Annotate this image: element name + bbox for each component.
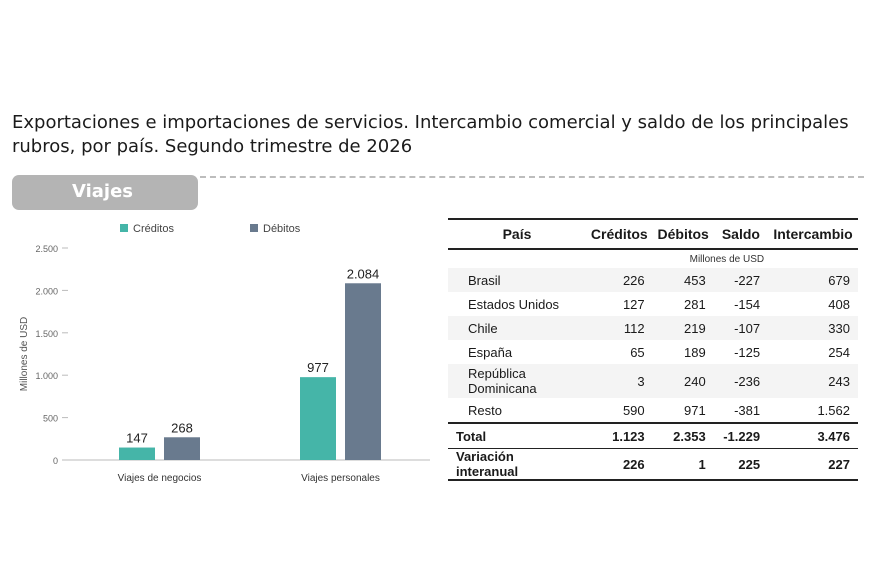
bar xyxy=(119,447,155,460)
cell-saldo: -125 xyxy=(734,344,761,360)
data-label: 977 xyxy=(307,360,329,375)
y-tick-label: 1.000 xyxy=(35,371,58,381)
dashed-divider xyxy=(200,176,864,178)
page-title: Exportaciones e importaciones de servici… xyxy=(12,112,849,157)
header-pais: País xyxy=(448,218,586,250)
cell-creditos: 1.123 xyxy=(586,422,653,449)
cell-pais: Chile xyxy=(448,316,586,340)
cell-pais: Estados Unidos xyxy=(468,296,560,312)
legend-swatch xyxy=(250,224,258,232)
data-table: País Créditos Débitos Saldo Intercambio … xyxy=(448,218,858,481)
cell-saldo: -1.229 xyxy=(713,422,769,449)
y-tick-label: 500 xyxy=(43,414,58,424)
cell-intercambio: 3.476 xyxy=(768,422,858,449)
cell-intercambio: 408 xyxy=(828,296,850,312)
cell-pais: Total xyxy=(448,422,586,449)
x-tick-label: Viajes de negocios xyxy=(118,473,202,484)
cell-debitos: 281 xyxy=(684,296,706,312)
cell-debitos: 453 xyxy=(652,268,714,292)
y-tick-label: 2.000 xyxy=(35,286,58,296)
legend-swatch xyxy=(120,224,128,232)
cell-debitos: 189 xyxy=(684,344,706,360)
header-debitos: Débitos xyxy=(652,218,714,250)
cell-intercambio: 227 xyxy=(768,448,858,481)
cell-creditos: 3 xyxy=(586,364,653,398)
cell-pais: Resto xyxy=(468,402,502,418)
cell-intercambio: 1.562 xyxy=(817,402,850,418)
header-creditos: Créditos xyxy=(586,218,653,250)
table-header-row: País Créditos Débitos Saldo Intercambio xyxy=(448,218,858,250)
data-label: 2.084 xyxy=(347,266,380,281)
cell-intercambio: 679 xyxy=(768,268,858,292)
cell-creditos: 112 xyxy=(586,316,653,340)
x-tick-label: Viajes personales xyxy=(301,473,380,484)
unit-label: Millones de USD xyxy=(689,253,765,265)
cell-debitos: 2.353 xyxy=(652,422,714,449)
y-axis-label: Millones de USD xyxy=(19,317,30,391)
header-intercambio: Intercambio xyxy=(768,218,858,250)
y-tick-label: 0 xyxy=(53,456,58,466)
variation-row: Variación interanual 226 1 225 227 xyxy=(448,448,858,481)
table-row: Resto 590 971 -381 1.562 xyxy=(448,398,858,423)
cell-creditos: 590 xyxy=(622,402,645,418)
cell-debitos: 219 xyxy=(652,316,714,340)
cell-creditos: 127 xyxy=(622,296,645,312)
bar xyxy=(300,377,336,460)
table-row: España 65 189 -125 254 xyxy=(448,340,858,364)
cell-creditos: 226 xyxy=(586,448,653,481)
cell-saldo: -107 xyxy=(713,316,769,340)
cell-pais: Variación interanual xyxy=(448,448,586,481)
table-row: República Dominicana 3 240 -236 243 xyxy=(448,364,858,398)
table-row: Brasil 226 453 -227 679 xyxy=(448,268,858,292)
bar xyxy=(345,283,381,460)
cell-creditos: 226 xyxy=(586,268,653,292)
cell-saldo: -154 xyxy=(734,296,761,312)
cell-saldo: 225 xyxy=(713,448,769,481)
legend-label: Débitos xyxy=(263,223,301,235)
unit-spacer xyxy=(768,249,858,268)
cell-intercambio: 254 xyxy=(828,344,850,360)
unit-row: Millones de USD xyxy=(448,249,858,268)
cell-creditos: 65 xyxy=(630,344,645,360)
cell-pais: Brasil xyxy=(448,268,586,292)
cell-intercambio: 243 xyxy=(768,364,858,398)
bar xyxy=(164,437,200,460)
y-tick-label: 1.500 xyxy=(35,329,58,339)
cell-debitos: 240 xyxy=(652,364,714,398)
data-label: 268 xyxy=(171,420,193,435)
cell-pais: República Dominicana xyxy=(448,364,586,398)
y-tick-label: 2.500 xyxy=(35,244,58,254)
section-tab-viajes: Viajes xyxy=(12,175,198,210)
legend-label: Créditos xyxy=(133,223,174,235)
cell-debitos: 971 xyxy=(684,402,706,418)
header-saldo: Saldo xyxy=(713,218,769,250)
cell-pais: España xyxy=(468,344,513,360)
table-row: Estados Unidos 127 281 -154 408 xyxy=(448,292,858,316)
cell-saldo: -236 xyxy=(713,364,769,398)
cell-saldo: -227 xyxy=(713,268,769,292)
section-tab-label: Viajes xyxy=(72,181,134,202)
total-row: Total 1.123 2.353 -1.229 3.476 xyxy=(448,422,858,449)
bar-chart: Créditos Débitos 0 500 1.000 1.500 2.000 2.500 M… xyxy=(19,223,430,484)
cell-saldo: -381 xyxy=(734,402,761,418)
cell-intercambio: 330 xyxy=(768,316,858,340)
cell-debitos: 1 xyxy=(652,448,714,481)
data-label: 147 xyxy=(126,431,148,446)
table-row: Chile 112 219 -107 330 xyxy=(448,316,858,340)
